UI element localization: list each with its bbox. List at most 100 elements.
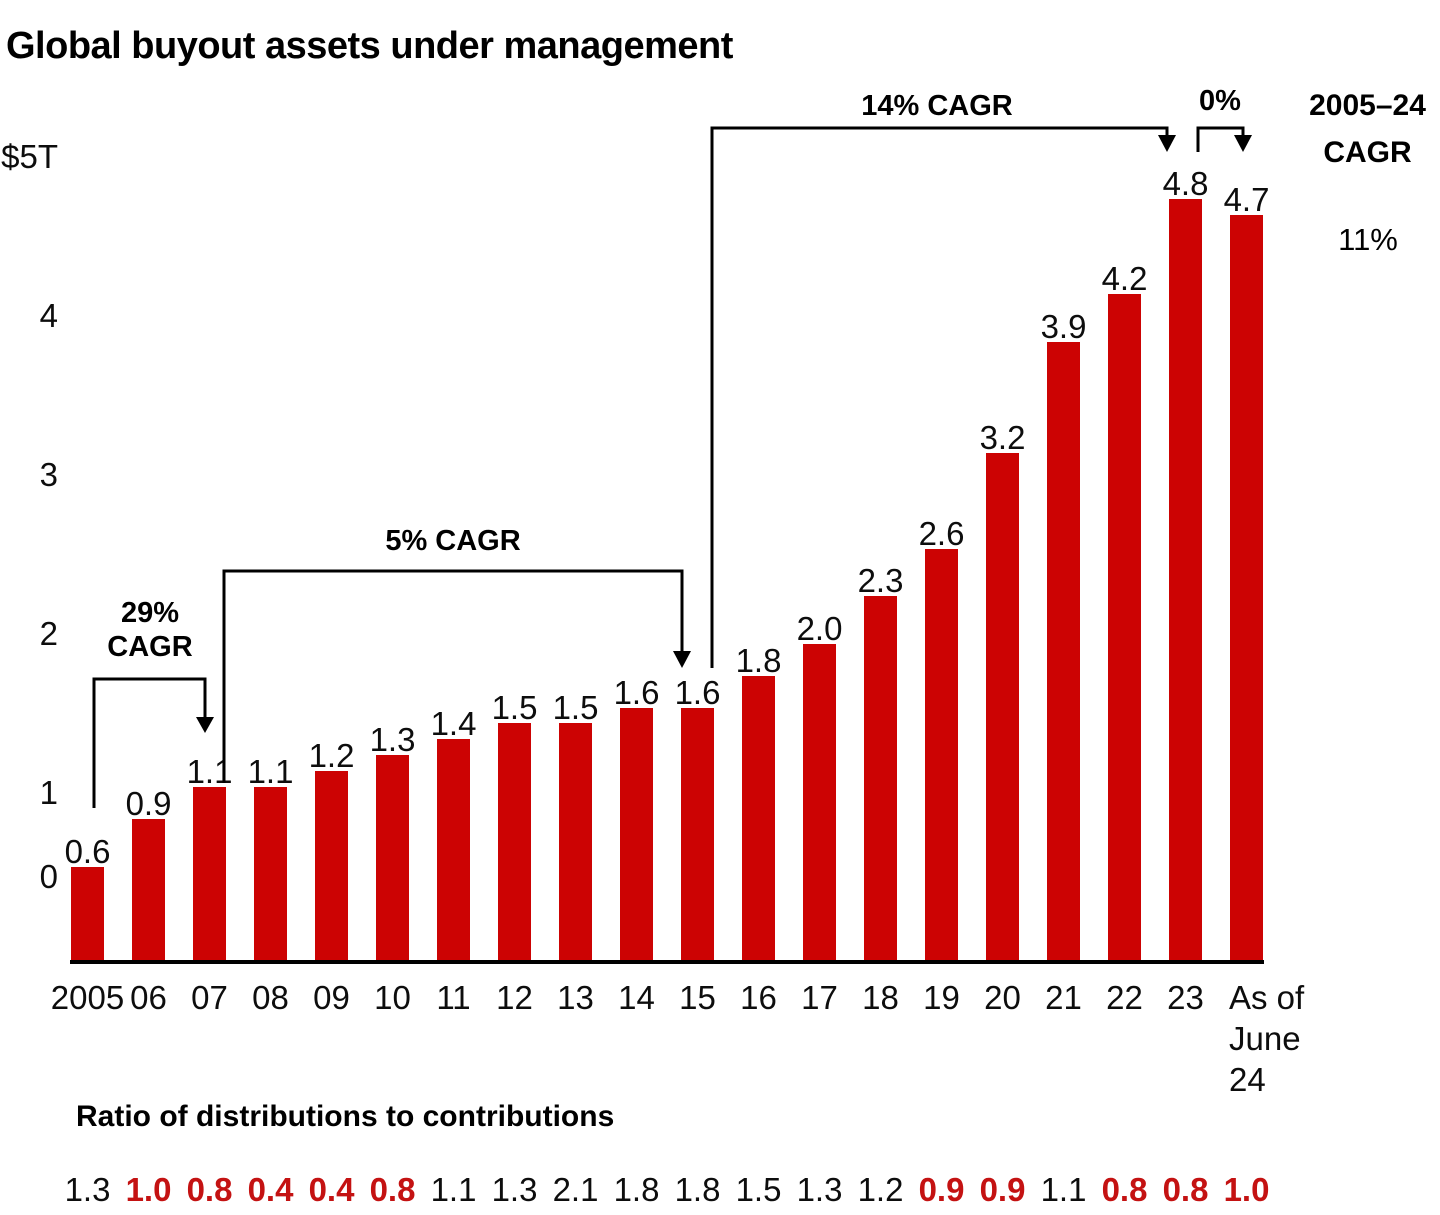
bar-23 (1169, 199, 1202, 962)
cagr-bracket-5 (222, 569, 691, 783)
x-axis-label: As of June 24 (1229, 977, 1329, 1100)
x-axis-label: 12 (496, 979, 533, 1016)
x-axis-label: 18 (862, 979, 899, 1016)
bar-value-label: 1.3 (369, 721, 416, 758)
x-axis-label-line: 24 (1229, 1061, 1266, 1098)
y-axis-tick: 1 (39, 774, 58, 811)
ratio-value: 2.1 (552, 1171, 599, 1208)
bar-value-label: 1.5 (552, 689, 599, 726)
annotation-cagr-0: 0% (1170, 84, 1270, 118)
ratio-value: 0.8 (186, 1171, 233, 1208)
bar-21 (1047, 342, 1080, 962)
bar-14 (620, 708, 653, 962)
bar-2005 (71, 867, 104, 962)
y-axis-tick: 3 (39, 456, 58, 493)
y-axis-tick: $5T (1, 138, 58, 175)
bar-11 (437, 739, 470, 962)
annotation-cagr-2005-24-value: 11% (1338, 222, 1398, 257)
bar-As of June 24 (1230, 215, 1263, 962)
ratio-value: 0.8 (369, 1171, 416, 1208)
bar-value-label: 1.6 (613, 674, 660, 711)
y-axis-tick: 4 (39, 297, 58, 334)
ratio-value: 1.3 (64, 1171, 111, 1208)
x-axis-label: 09 (313, 979, 350, 1016)
x-axis-label-line: As of (1229, 979, 1305, 1016)
bar-13 (559, 723, 592, 962)
bar-10 (376, 755, 409, 962)
x-axis-line (70, 960, 1264, 964)
annotation-line: 14% CAGR (861, 90, 1013, 122)
x-axis-label: 23 (1167, 979, 1204, 1016)
ratio-value: 0.8 (1101, 1171, 1148, 1208)
ratio-value: 0.4 (308, 1171, 355, 1208)
bar-16 (742, 676, 775, 962)
ratio-section-title: Ratio of distributions to contributions (76, 1100, 615, 1133)
bar-value-label: 2.3 (857, 562, 904, 599)
bar-12 (498, 723, 531, 962)
bar-22 (1108, 294, 1141, 962)
bar-19 (925, 549, 958, 962)
cagr-bracket-14 (710, 126, 1176, 668)
ratio-value: 1.5 (735, 1171, 782, 1208)
y-axis-tick: 2 (39, 615, 58, 652)
ratio-value: 1.2 (857, 1171, 904, 1208)
x-axis-label: 19 (923, 979, 960, 1016)
bar-value-label: 3.2 (979, 419, 1026, 456)
ratio-value: 1.8 (674, 1171, 721, 1208)
x-axis-label: 17 (801, 979, 838, 1016)
bar-value-label: 1.6 (674, 674, 721, 711)
ratio-value: 1.0 (125, 1171, 172, 1208)
bar-20 (986, 453, 1019, 962)
x-axis-label: 13 (557, 979, 594, 1016)
bar-value-label: 2.6 (918, 515, 965, 552)
x-axis-label: 16 (740, 979, 777, 1016)
x-axis-label: 22 (1106, 979, 1143, 1016)
x-axis-label-line: June (1229, 1020, 1301, 1057)
bar-value-label: 1.4 (430, 705, 477, 742)
bar-value-label: 0.6 (64, 833, 111, 870)
annotation-line: 29% (120, 597, 180, 629)
bar-value-label: 4.8 (1162, 165, 1209, 202)
ratio-value: 0.8 (1162, 1171, 1209, 1208)
annotation-line: CAGR (107, 631, 193, 663)
bar-09 (315, 771, 348, 962)
bar-value-label: 1.2 (308, 737, 355, 774)
ratio-value: 0.9 (918, 1171, 965, 1208)
annotation-cagr-2005-24: 2005–24 CAGR (1295, 82, 1440, 176)
x-axis-label: 11 (436, 979, 471, 1016)
annotation-cagr-14: 14% CAGR (837, 89, 1037, 123)
x-axis-label: 15 (679, 979, 716, 1016)
bar-value-label: 0.9 (125, 785, 172, 822)
bar-17 (803, 644, 836, 962)
ratio-value: 1.3 (491, 1171, 538, 1208)
ratio-value: 1.3 (796, 1171, 843, 1208)
ratio-value: 0.4 (247, 1171, 294, 1208)
bar-value-label: 4.2 (1101, 260, 1148, 297)
x-axis-label: 21 (1045, 979, 1082, 1016)
x-axis-label: 06 (130, 979, 167, 1016)
x-axis-label: 07 (191, 979, 228, 1016)
y-axis-tick: 0 (39, 858, 58, 895)
annotation-line: CAGR (1323, 136, 1412, 169)
x-axis-label: 08 (252, 979, 289, 1016)
chart-title: Global buyout assets under management (6, 25, 733, 68)
bar-18 (864, 596, 897, 962)
annotation-line: 0% (1199, 85, 1241, 117)
annotation-line: 2005–24 (1309, 89, 1426, 122)
bar-15 (681, 708, 714, 962)
x-axis-label: 14 (618, 979, 655, 1016)
bar-06 (132, 819, 165, 962)
x-axis-label: 2005 (50, 979, 125, 1016)
x-axis-label: 20 (984, 979, 1021, 1016)
ratio-value: 1.1 (430, 1171, 477, 1208)
bar-value-label: 1.5 (491, 689, 538, 726)
bar-value-label: 2.0 (796, 610, 843, 647)
annotation-cagr-5: 5% CAGR (353, 524, 553, 558)
bar-08 (254, 787, 287, 962)
ratio-value: 1.1 (1040, 1171, 1087, 1208)
bar-value-label: 3.9 (1040, 308, 1087, 345)
ratio-value: 0.9 (979, 1171, 1026, 1208)
annotation-line: 5% CAGR (385, 525, 521, 557)
